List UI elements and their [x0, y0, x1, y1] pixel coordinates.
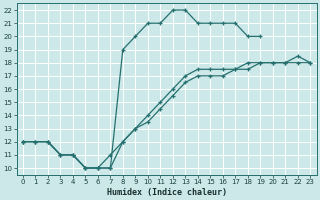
X-axis label: Humidex (Indice chaleur): Humidex (Indice chaleur)	[107, 188, 227, 197]
